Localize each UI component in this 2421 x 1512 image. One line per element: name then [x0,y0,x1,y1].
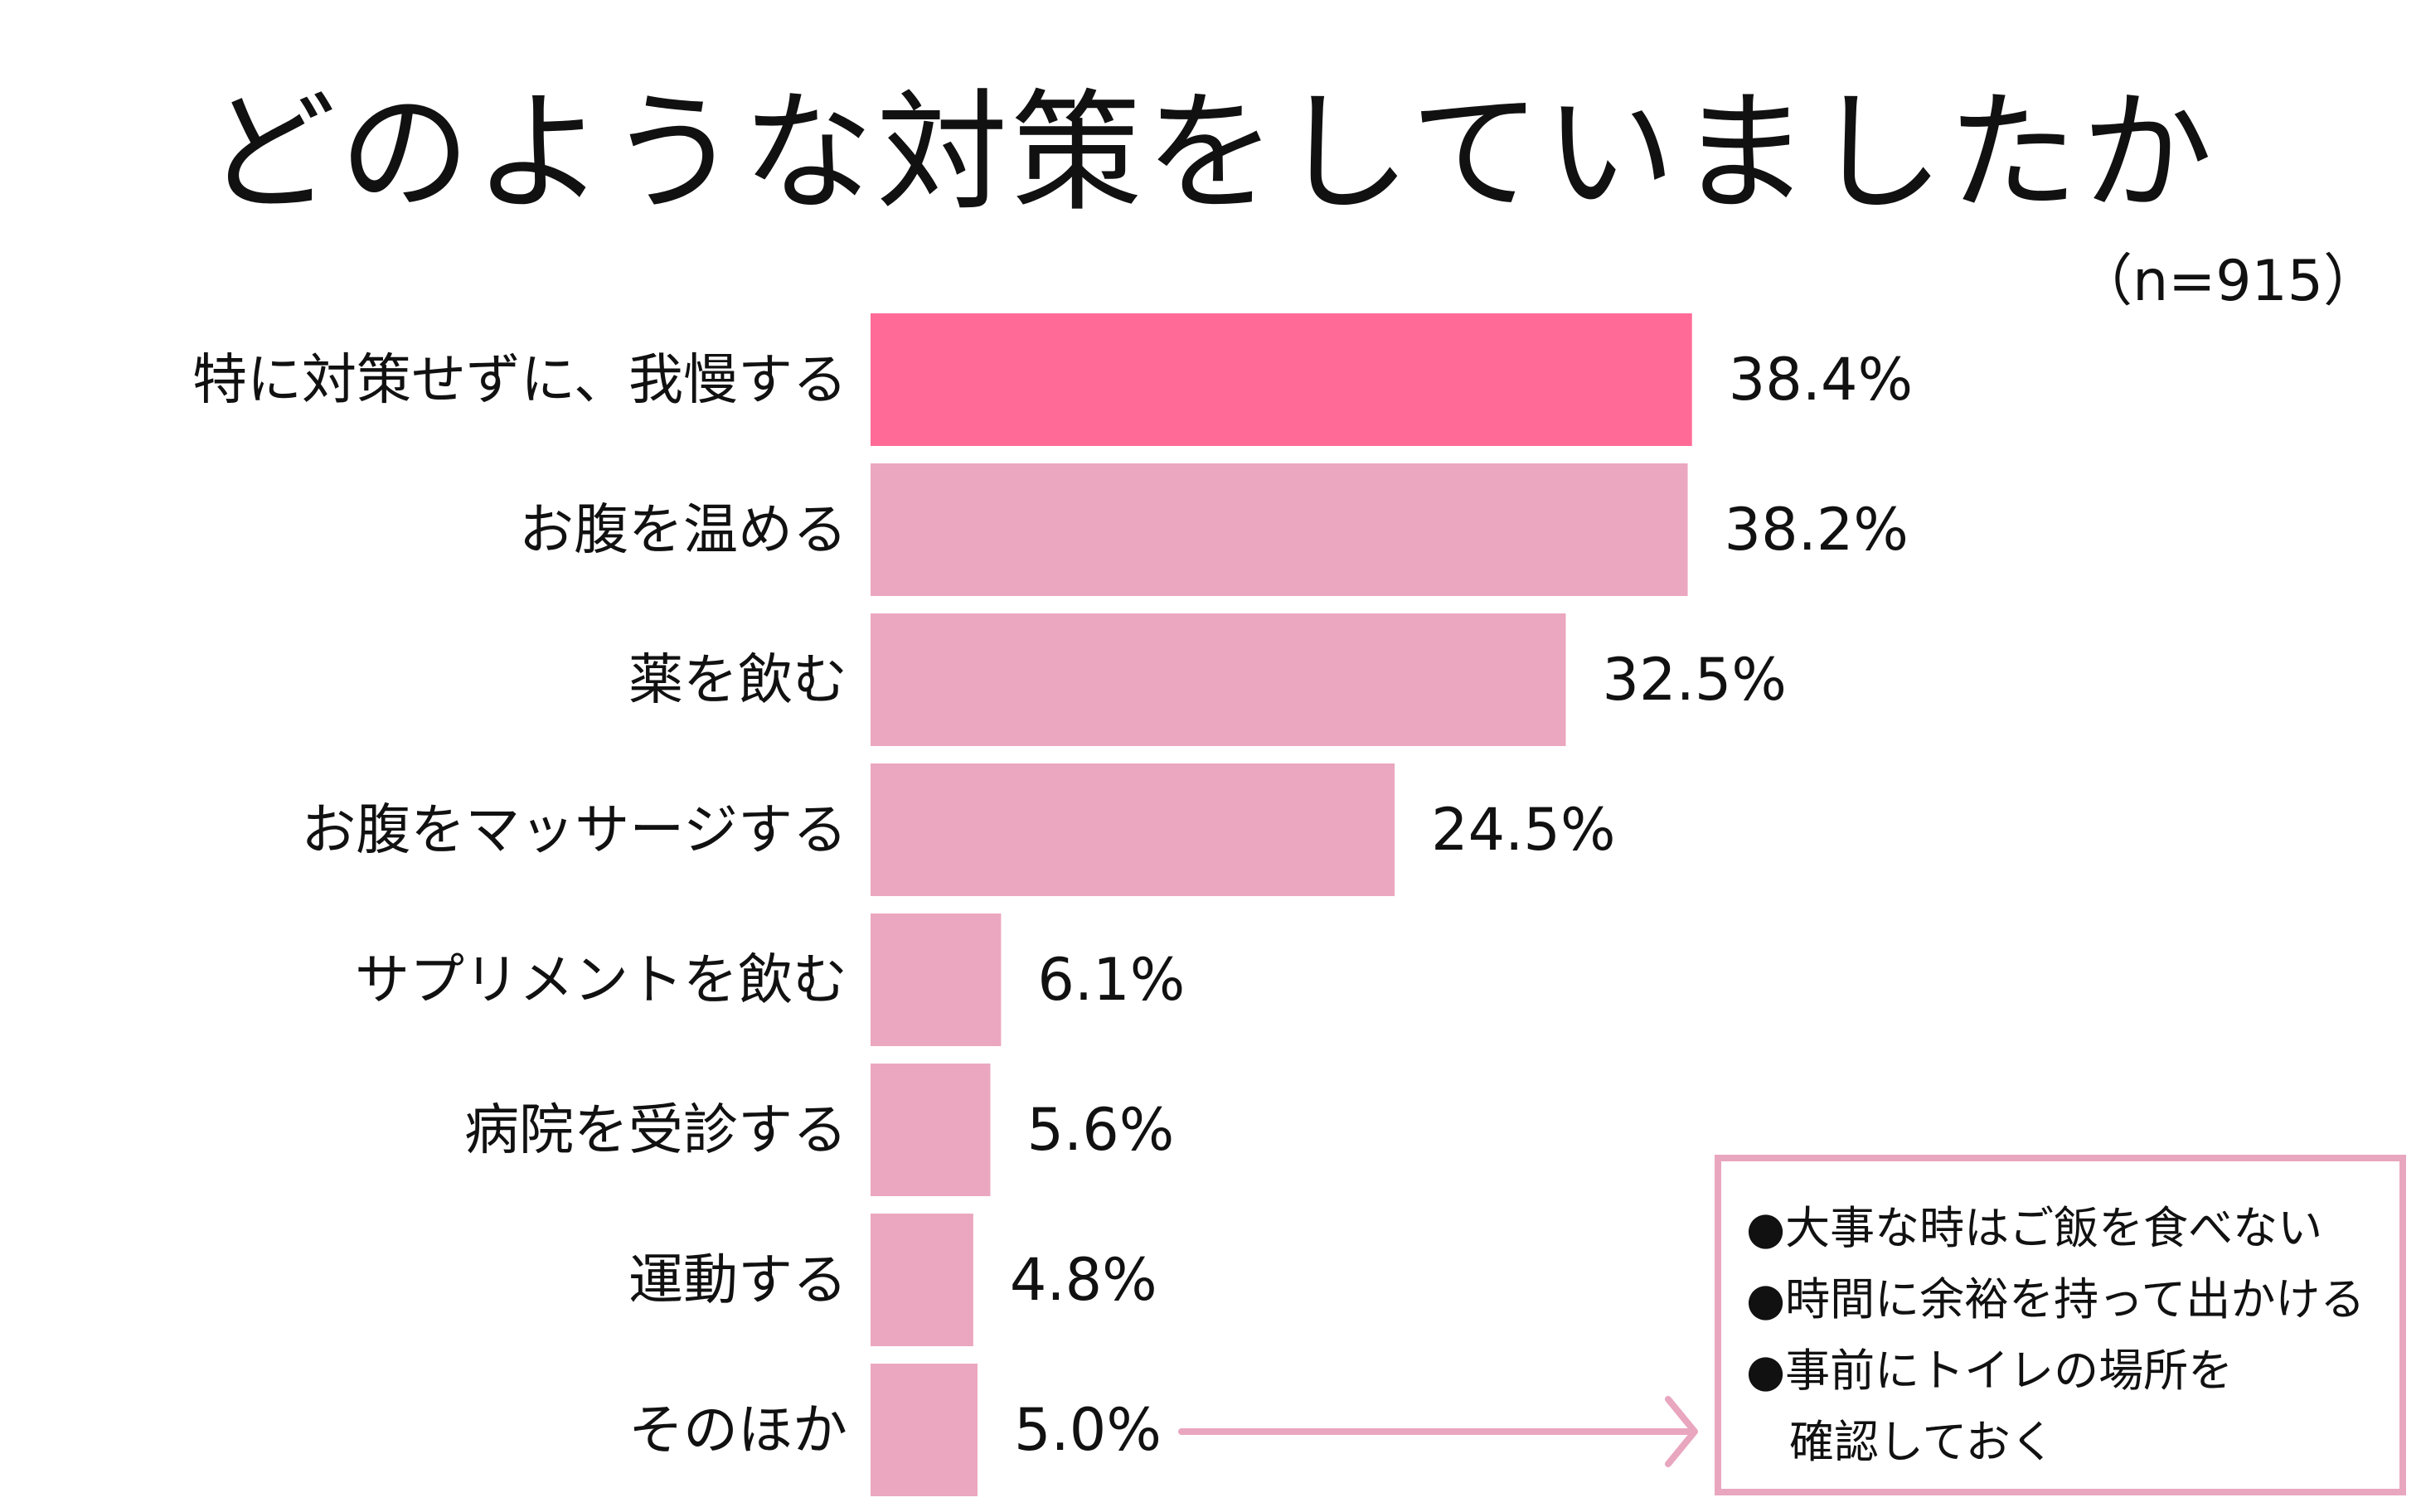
value-label-6: 5.6% [1026,1096,1174,1164]
arrow-head-icon [1665,1396,1698,1467]
category-label-3: 薬を飲む [628,648,847,712]
chart-title: どのような対策をしていましたか [205,77,2216,230]
bar-2 [871,463,1688,596]
bar-7 [871,1214,973,1346]
note-line-1: ●大事な時はご飯を食べない [1746,1202,2323,1254]
value-label-7: 4.8% [1010,1246,1157,1314]
category-label-6: 病院を受診する [464,1098,847,1162]
bar-3 [871,613,1566,746]
note-line-2: ●時間に余裕を持って出かける [1746,1273,2365,1325]
value-label-3: 32.5% [1603,646,1787,714]
bar-5 [871,914,1002,1046]
value-label-5: 6.1% [1037,946,1185,1014]
value-label-2: 38.2% [1725,496,1909,564]
category-label-5: サプリメントを飲む [355,948,847,1012]
category-label-1: 特に対策せずに、我慢する [192,348,847,412]
bar-8 [871,1364,978,1496]
value-label-4: 24.5% [1431,796,1615,864]
note-box: ●大事な時はご飯を食べない ●時間に余裕を持って出かける ●事前にトイレの場所を… [1715,1155,2406,1495]
note-line-3: ●事前にトイレの場所を [1746,1345,2234,1397]
value-label-8: 5.0% [1014,1396,1162,1464]
bar-1 [871,313,1692,446]
category-label-4: お腹をマッサージする [301,798,847,862]
note-line-4: 確認しておく [1789,1416,2055,1468]
category-label-2: お腹を温める [519,498,847,562]
category-label-7: 運動する [628,1248,847,1312]
sample-size: （n=915） [2076,249,2380,314]
bar-6 [871,1064,991,1196]
bar-4 [871,763,1395,896]
category-label-8: そのほか [628,1398,847,1462]
value-label-1: 38.4% [1729,346,1913,414]
arrow-to-note [1178,1396,1698,1467]
